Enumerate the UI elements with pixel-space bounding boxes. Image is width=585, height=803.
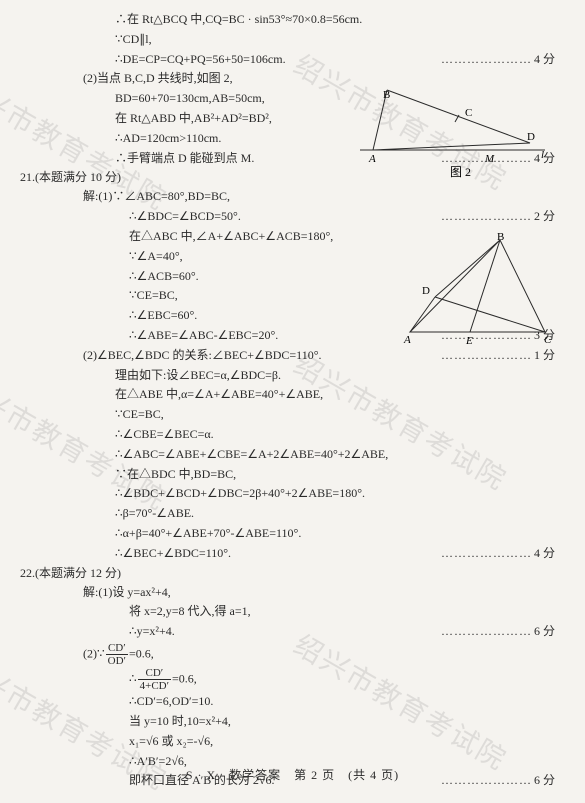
- text-line: (2)当点 B,C,D 共线时,如图 2,: [55, 69, 555, 89]
- text-line: 在△ABC 中,∠A+∠ABC+∠ACB=180°,: [55, 227, 555, 247]
- text-line: 将 x=2,y=8 代入,得 a=1,: [55, 602, 555, 622]
- text-line: ∴∠EBC=60°.: [55, 306, 555, 326]
- text: ∴y=x²+4.: [129, 624, 175, 638]
- fraction: CD′OD′: [106, 642, 128, 667]
- score: 4 分: [441, 544, 555, 564]
- text: =0.6,: [129, 646, 154, 660]
- qnum: 22.(本题满分 12 分): [20, 564, 121, 584]
- text-line: ∴α+β=40°+∠ABE+70°-∠ABE=110°.: [55, 524, 555, 544]
- page-footer: S · X 数学答案 第 2 页 (共 4 页): [0, 766, 585, 786]
- text-line: ∵在△BDC 中,BD=BC,: [55, 465, 555, 485]
- text-line: ∴CD′4+CD′=0.6,: [55, 667, 555, 692]
- score: 4 分: [441, 149, 555, 169]
- text-line: ∴在 Rt△BCQ 中,CQ=BC · sin53°≈70×0.8=56cm.: [55, 10, 555, 30]
- text-line: ∵CD∥l,: [55, 30, 555, 50]
- text-line: ∴AD=120cm>110cm.: [55, 129, 555, 149]
- score: 3 分: [441, 326, 555, 346]
- text-line: 当 y=10 时,10=x²+4,: [55, 712, 555, 732]
- text-line: 理由如下:设∠BEC=α,∠BDC=β.: [55, 366, 555, 386]
- text: (2)∵: [83, 646, 105, 660]
- text: ∴∠BDC=∠BCD=50°.: [129, 209, 241, 223]
- text: ∴∠ABE=∠ABC-∠EBC=20°.: [129, 328, 278, 342]
- text-line: ∴∠BDC=∠BCD=50°. 2 分: [55, 207, 555, 227]
- text-line: ∴∠BDC+∠BCD+∠DBC=2β+40°+2∠ABE=180°.: [55, 484, 555, 504]
- text-line: ∴∠BEC+∠BDC=110°. 4 分: [55, 544, 555, 564]
- text-line: ∴CD′=6,OD′=10.: [55, 692, 555, 712]
- text-line: ∴DE=CP=CQ+PQ=56+50=106cm. 4 分: [55, 50, 555, 70]
- text: ∴: [129, 671, 137, 685]
- text-line: (2)∠BEC,∠BDC 的关系:∠BEC+∠BDC=110°. 1 分: [55, 346, 555, 366]
- text-line: ∴y=x²+4. 6 分: [55, 622, 555, 642]
- text: (2)∠BEC,∠BDC 的关系:∠BEC+∠BDC=110°.: [83, 348, 322, 362]
- text: ∴手臂端点 D 能碰到点 M.: [115, 151, 254, 165]
- text-line: ∴手臂端点 D 能碰到点 M. 4 分: [55, 149, 555, 169]
- score: 6 分: [441, 622, 555, 642]
- text-line: ∴∠CBE=∠BEC=α.: [55, 425, 555, 445]
- score: 2 分: [441, 207, 555, 227]
- text-line: (2)∵CD′OD′=0.6,: [55, 642, 555, 667]
- text: ∴∠BEC+∠BDC=110°.: [115, 546, 231, 560]
- text-line: ∴β=70°-∠ABE.: [55, 504, 555, 524]
- text-line: ∴∠ACB=60°.: [55, 267, 555, 287]
- score: 4 分: [441, 50, 555, 70]
- text-line: ∴∠ABE=∠ABC-∠EBC=20°. 3 分: [55, 326, 555, 346]
- score: 1 分: [441, 346, 555, 366]
- text-line: 在 Rt△ABD 中,AB²+AD²=BD²,: [55, 109, 555, 129]
- text-line: 在△ABE 中,α=∠A+∠ABE=40°+∠ABE,: [55, 385, 555, 405]
- text-line: ∴∠ABC=∠ABE+∠CBE=∠A+2∠ABE=40°+2∠ABE,: [55, 445, 555, 465]
- fraction: CD′4+CD′: [138, 667, 171, 692]
- text: ∴DE=CP=CQ+PQ=56+50=106cm.: [115, 52, 286, 66]
- text-line: 解:(1)∵∠ABC=80°,BD=BC,: [55, 187, 555, 207]
- text-line: ∵∠A=40°,: [55, 247, 555, 267]
- text-line: x₁=√6 或 x₂=-√6,: [55, 732, 555, 752]
- qnum: 21.(本题满分 10 分): [20, 168, 121, 188]
- text-line: ∵CE=BC,: [55, 286, 555, 306]
- text-line: 解:(1)设 y=ax²+4,: [55, 583, 555, 603]
- text-line: BD=60+70=130cm,AB=50cm,: [55, 89, 555, 109]
- text: =0.6,: [172, 671, 197, 685]
- text-line: ∵CE=BC,: [55, 405, 555, 425]
